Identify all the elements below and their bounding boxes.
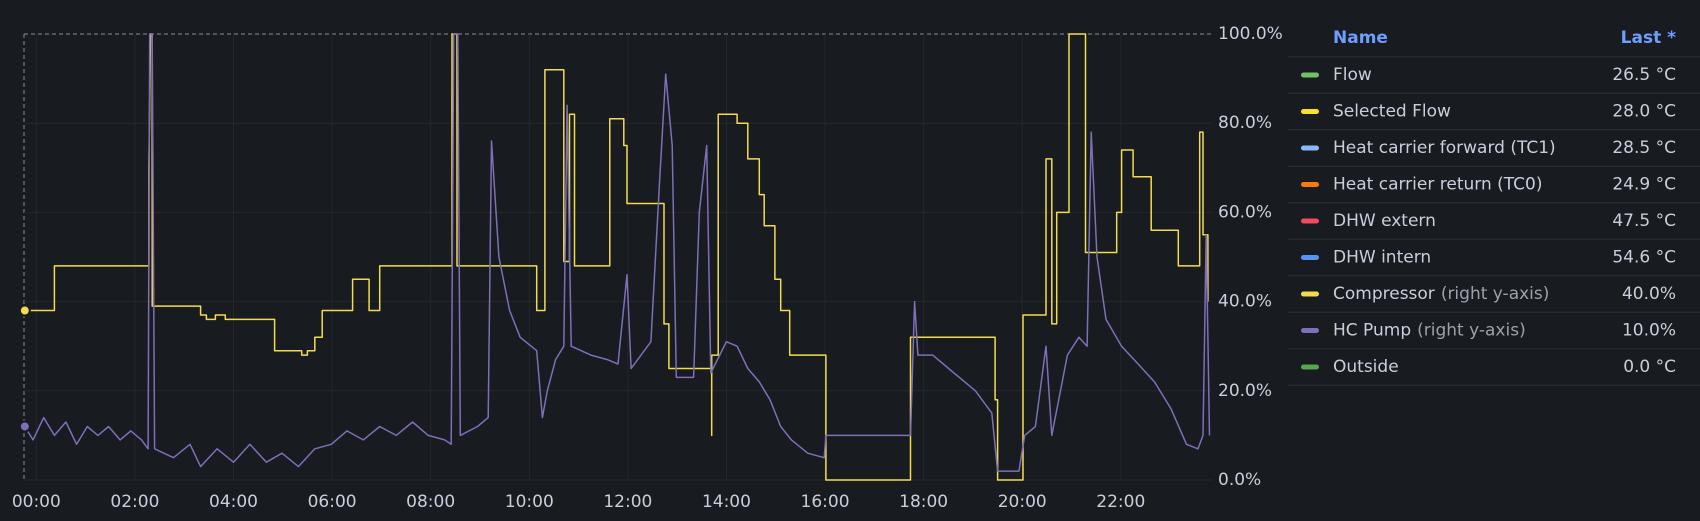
legend-axis-note: (right y-axis) bbox=[1441, 284, 1550, 304]
x-tick-label: 04:00 bbox=[209, 492, 258, 512]
legend-swatch[interactable] bbox=[1301, 328, 1319, 333]
series-line bbox=[24, 33, 1209, 481]
x-tick-label: 06:00 bbox=[308, 492, 357, 512]
series-line bbox=[24, 33, 1211, 472]
legend-name[interactable]: Selected Flow bbox=[1333, 102, 1451, 122]
legend-last: 26.5 °C bbox=[1612, 65, 1676, 85]
legend-value-header[interactable]: Last * bbox=[1621, 28, 1676, 48]
y-tick-label: 80.0% bbox=[1218, 113, 1272, 133]
legend-name[interactable]: DHW intern bbox=[1333, 248, 1431, 268]
legend-axis-note: (right y-axis) bbox=[1417, 321, 1526, 341]
legend-last: 47.5 °C bbox=[1612, 211, 1676, 231]
legend-last: 0.0 °C bbox=[1623, 357, 1676, 377]
legend-swatch[interactable] bbox=[1301, 255, 1319, 260]
legend-swatch[interactable] bbox=[1301, 182, 1319, 187]
legend-last: 10.0% bbox=[1622, 321, 1676, 341]
legend-name[interactable]: Heat carrier return (TC0) bbox=[1333, 175, 1542, 195]
x-tick-label: 14:00 bbox=[702, 492, 751, 512]
legend-swatch[interactable] bbox=[1301, 218, 1319, 224]
legend-swatch[interactable] bbox=[1301, 145, 1319, 151]
x-tick-label: 16:00 bbox=[801, 492, 850, 512]
legend-last: 54.6 °C bbox=[1612, 248, 1676, 268]
x-tick-label: 08:00 bbox=[406, 492, 455, 512]
legend-name[interactable]: DHW extern bbox=[1333, 211, 1436, 231]
legend-name[interactable]: Heat carrier forward (TC1) bbox=[1333, 138, 1556, 158]
y-tick-label: 20.0% bbox=[1218, 381, 1272, 401]
legend-swatch[interactable] bbox=[1301, 109, 1319, 114]
legend-name[interactable]: Flow bbox=[1333, 65, 1372, 85]
legend-swatch[interactable] bbox=[1301, 72, 1319, 78]
legend-last: 28.5 °C bbox=[1612, 138, 1676, 158]
y-tick-label: 60.0% bbox=[1218, 202, 1272, 222]
x-tick-label: 10:00 bbox=[505, 492, 554, 512]
legend-swatch[interactable] bbox=[1301, 364, 1319, 370]
legend-name[interactable]: Outside bbox=[1333, 357, 1399, 377]
legend-last: 40.0% bbox=[1622, 284, 1676, 304]
legend-last: 24.9 °C bbox=[1612, 175, 1676, 195]
y-tick-label: 100.0% bbox=[1218, 24, 1283, 44]
y-tick-label: 0.0% bbox=[1218, 470, 1261, 490]
legend-name-header[interactable]: Name bbox=[1333, 28, 1388, 48]
hover-point bbox=[18, 420, 31, 433]
y-tick-label: 40.0% bbox=[1218, 292, 1272, 312]
legend-name[interactable]: HC Pump (right y-axis) bbox=[1333, 321, 1526, 341]
x-tick-label: 12:00 bbox=[603, 492, 652, 512]
legend-name[interactable]: Compressor (right y-axis) bbox=[1333, 284, 1549, 304]
legend-swatch[interactable] bbox=[1301, 291, 1319, 297]
x-tick-label: 18:00 bbox=[899, 492, 948, 512]
x-tick-label: 22:00 bbox=[1096, 492, 1145, 512]
x-tick-label: 02:00 bbox=[110, 492, 159, 512]
x-tick-label: 00:00 bbox=[12, 492, 61, 512]
legend-last: 28.0 °C bbox=[1612, 102, 1676, 122]
hover-point bbox=[18, 304, 31, 317]
x-tick-label: 20:00 bbox=[998, 492, 1047, 512]
